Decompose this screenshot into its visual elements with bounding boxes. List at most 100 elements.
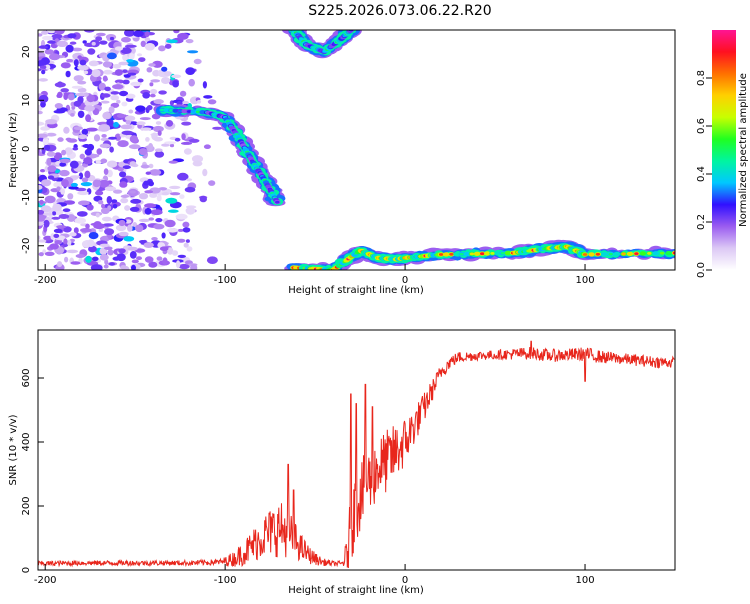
- noise-blob: [56, 93, 61, 98]
- noise-blob: [90, 264, 103, 270]
- noise-blob: [179, 90, 187, 97]
- noise-blob: [80, 182, 93, 187]
- noise-blob: [118, 219, 126, 227]
- noise-blob: [53, 181, 64, 188]
- noise-blob: [104, 86, 111, 92]
- noise-blob: [136, 53, 143, 57]
- carrier_line-core: [665, 250, 672, 256]
- noise-blob: [62, 208, 71, 212]
- noise-blob: [112, 84, 124, 90]
- noise-blob: [127, 224, 133, 232]
- noise-blob: [88, 60, 99, 67]
- noise-blob: [83, 30, 95, 33]
- noise-blob: [56, 186, 61, 191]
- noise-blob: [143, 242, 154, 249]
- noise-blob: [154, 148, 163, 152]
- snr-frame: [37, 329, 676, 571]
- noise-blob: [53, 228, 63, 233]
- noise-blob: [161, 77, 171, 84]
- noise-blob: [202, 81, 207, 89]
- noise-blob: [103, 264, 109, 269]
- noise-blob: [183, 148, 192, 155]
- noise-blob: [122, 69, 128, 73]
- noise-blob: [119, 171, 127, 178]
- noise-blob: [106, 119, 114, 126]
- noise-blob: [43, 235, 53, 241]
- snr-y-tick-label: 200: [21, 496, 32, 515]
- noise-blob: [43, 144, 51, 151]
- noise-blob: [144, 203, 157, 209]
- noise-blob: [149, 82, 154, 87]
- noise-blob: [124, 205, 131, 211]
- spectrogram-y-tick-label: 10: [21, 94, 32, 107]
- noise-blob: [44, 166, 49, 172]
- noise-blob: [65, 70, 71, 78]
- noise-blob: [124, 44, 137, 48]
- noise-blob: [120, 124, 132, 130]
- noise-blob: [131, 264, 136, 270]
- noise-blob: [203, 95, 213, 99]
- noise-blob: [47, 30, 56, 34]
- noise-blob: [47, 175, 55, 180]
- carrier_line-peak: [595, 252, 601, 256]
- snr-x-tick-label: 100: [575, 575, 594, 586]
- noise-blob: [87, 153, 100, 158]
- noise-blob: [103, 69, 113, 75]
- noise-blob: [106, 52, 117, 60]
- noise-blob: [85, 114, 92, 122]
- noise-blob: [53, 233, 60, 238]
- noise-blob: [156, 256, 163, 261]
- noise-blob: [81, 177, 89, 183]
- noise-blob: [183, 242, 189, 248]
- noise-blob: [71, 47, 83, 52]
- noise-blob: [121, 101, 128, 107]
- noise-blob: [164, 71, 172, 77]
- noise-blob: [177, 32, 189, 40]
- carrier_line-peak: [469, 252, 475, 256]
- noise-blob: [38, 209, 45, 215]
- spectrogram-x-tick-label: -100: [214, 275, 237, 286]
- noise-blob: [56, 40, 68, 47]
- colorbar-tick-label: 0.0: [696, 262, 707, 278]
- noise-blob: [70, 261, 81, 265]
- noise-blob: [41, 69, 46, 75]
- noise-blob: [38, 185, 43, 190]
- noise-blob: [175, 213, 188, 220]
- noise-blob: [118, 248, 126, 254]
- noise-blob: [116, 253, 126, 262]
- noise-blob: [87, 239, 95, 248]
- noise-blob: [181, 100, 189, 105]
- noise-blob: [127, 72, 137, 76]
- spectrogram-y-tick-label: 0: [21, 146, 32, 152]
- noise-blob: [129, 135, 139, 143]
- noise-blob: [113, 121, 119, 128]
- noise-blob: [127, 246, 138, 251]
- noise-blob: [120, 194, 130, 198]
- noise-blob: [110, 91, 120, 95]
- noise-blob: [39, 65, 47, 69]
- noise-blob: [102, 111, 111, 120]
- noise-blob: [67, 193, 74, 200]
- noise-blob: [159, 246, 169, 251]
- noise-blob: [156, 194, 162, 202]
- noise-blob: [129, 161, 137, 167]
- noise-blob: [153, 99, 164, 105]
- spectrogram-x-ticks: -200 -100 0 100: [34, 264, 595, 286]
- noise-blob: [67, 138, 78, 143]
- noise-blob: [95, 190, 104, 196]
- noise-blob: [169, 143, 175, 148]
- noise-blob: [178, 263, 190, 270]
- noise-blob: [45, 119, 58, 125]
- carrier_line-core: [494, 251, 501, 256]
- noise-blob: [150, 209, 163, 216]
- noise-blob: [117, 140, 129, 148]
- noise-blob: [68, 186, 79, 190]
- noise-blob: [67, 33, 77, 39]
- noise-blob: [140, 164, 150, 169]
- noise-blob: [146, 67, 153, 73]
- noise-blob: [145, 137, 150, 142]
- noise-blob: [60, 188, 65, 195]
- noise-blob: [138, 193, 149, 200]
- spectrogram-y-tick-label: 20: [21, 45, 32, 58]
